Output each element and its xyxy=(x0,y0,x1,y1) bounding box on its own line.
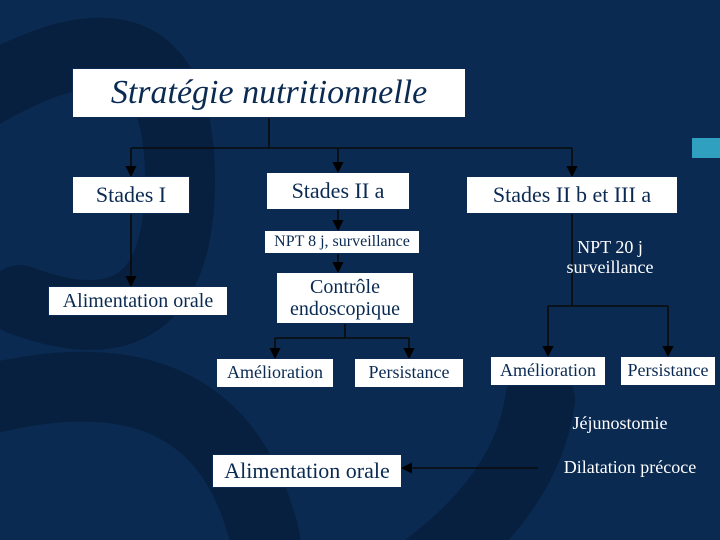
node-persistance-left: Persistance xyxy=(354,358,464,388)
node-stades-2a: Stades II a xyxy=(266,172,410,210)
node-label: Persistance xyxy=(628,361,709,381)
node-stades-1: Stades I xyxy=(72,176,190,214)
flowchart-stage: Stratégie nutritionnelle Stades I Stades… xyxy=(0,0,720,540)
node-label: Stades II a xyxy=(292,179,385,203)
node-label: Amélioration xyxy=(500,361,596,381)
node-persistance-right: Persistance xyxy=(620,356,716,386)
node-label: Stades II b et III a xyxy=(493,183,651,207)
node-amelioration-left: Amélioration xyxy=(216,358,334,388)
label-dilatation-precoce: Dilatation précoce xyxy=(540,458,720,478)
title-text: Stratégie nutritionnelle xyxy=(111,74,427,111)
title-box: Stratégie nutritionnelle xyxy=(72,68,466,118)
node-label: Contrôle endoscopique xyxy=(283,276,407,320)
label-jejunostomie: Jéjunostomie xyxy=(540,414,700,434)
node-label: Amélioration xyxy=(227,363,323,383)
node-alimentation-orale-2: Alimentation orale xyxy=(212,454,402,488)
node-controle-endoscopique: Contrôle endoscopique xyxy=(276,272,414,324)
node-label: Persistance xyxy=(369,363,450,383)
node-label: Stades I xyxy=(96,183,166,207)
node-label: Alimentation orale xyxy=(63,290,214,312)
node-amelioration-right: Amélioration xyxy=(490,356,606,386)
node-label: Alimentation orale xyxy=(224,459,390,483)
node-npt-8j: NPT 8 j, surveillance xyxy=(264,230,420,254)
node-alimentation-orale-1: Alimentation orale xyxy=(48,286,228,316)
node-label: NPT 8 j, surveillance xyxy=(274,233,410,251)
node-stades-2b-3a: Stades II b et III a xyxy=(466,176,678,214)
label-npt-20j: NPT 20 j surveillance xyxy=(540,238,680,278)
